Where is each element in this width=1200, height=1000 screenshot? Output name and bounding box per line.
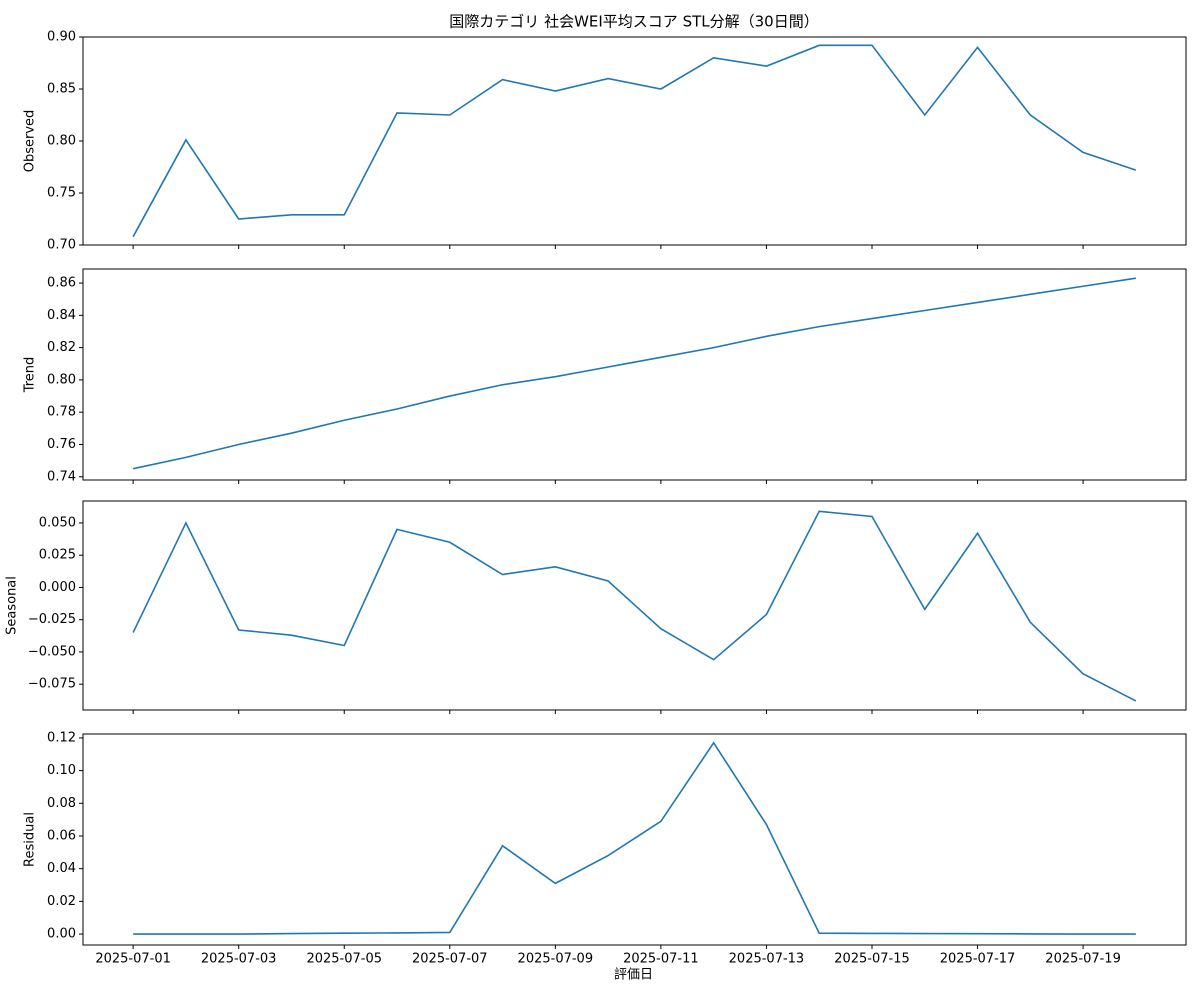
y-tick-label: 0.80 [47,134,76,149]
chart-title: 国際カテゴリ 社会WEI平均スコア STL分解（30日間） [449,13,818,31]
data-line [132,510,1137,702]
y-tick-label: 0.08 [47,796,76,811]
y-tick-label: 0.10 [47,763,76,778]
x-tick-label: 2025-07-13 [729,952,805,967]
y-tick-label: 0.82 [47,340,76,355]
x-tick-label: 2025-07-07 [412,952,488,967]
y-tick-label: 0.80 [47,372,76,387]
y-tick-label: −0.075 [28,677,76,692]
y-tick-label: 0.02 [47,894,76,909]
x-tick-label: 2025-07-05 [306,952,382,967]
y-tick-label: 0.85 [47,82,76,97]
y-tick-label: 0.74 [47,469,76,484]
x-tick-label: 2025-07-17 [940,952,1016,967]
y-tick-label: 0.04 [47,861,76,876]
y-tick-label: 0.76 [47,437,76,452]
plot-frame [82,733,1187,946]
y-tick-label: 0.00 [47,927,76,942]
y-tick-label: 0.78 [47,405,76,420]
y-tick-label: 0.90 [47,30,76,45]
y-tick-label: 0.86 [47,276,76,291]
y-axis-label: Seasonal [5,576,20,635]
plot-frame [82,500,1187,711]
y-tick-label: 0.050 [39,515,76,530]
y-tick-label: 0.84 [47,308,76,323]
plot-frame [82,36,1187,246]
x-tick-label: 2025-07-15 [834,952,910,967]
y-tick-label: 0.70 [47,238,76,253]
x-tick-label: 2025-07-03 [201,952,277,967]
y-tick-label: 0.025 [39,548,76,563]
y-tick-label: 0.12 [47,730,76,745]
y-tick-label: −0.050 [28,644,76,659]
plot-frame [82,268,1187,481]
x-tick-label: 2025-07-09 [518,952,594,967]
y-tick-label: 0.06 [47,828,76,843]
x-tick-label: 2025-07-19 [1045,952,1121,967]
data-line [133,741,1136,935]
y-axis-label: Residual [23,812,38,867]
x-tick-label: 2025-07-01 [95,952,171,967]
data-line [132,277,1136,470]
x-axis-label: 評価日 [614,968,653,983]
y-tick-label: 0.000 [39,580,76,595]
y-tick-label: 0.75 [47,186,76,201]
y-axis-label: Observed [23,110,38,173]
x-tick-label: 2025-07-11 [623,952,699,967]
y-axis-label: Trend [23,357,38,394]
y-tick-label: −0.025 [28,612,76,627]
data-line [132,44,1137,238]
